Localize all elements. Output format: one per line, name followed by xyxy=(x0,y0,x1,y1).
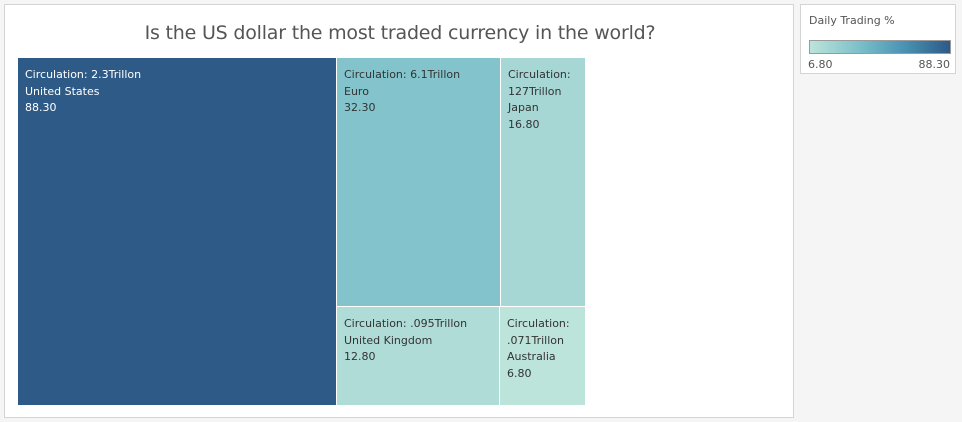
chart-title: Is the US dollar the most traded currenc… xyxy=(144,22,656,44)
circulation-label: .071Trillon xyxy=(507,333,564,347)
legend-color-ramp xyxy=(809,40,951,54)
circulation-label: Circulation: xyxy=(507,317,570,330)
treemap: Circulation: 2.3Trillon United States 88.3… xyxy=(18,58,586,406)
country-label: Australia xyxy=(507,350,556,363)
country-label: Japan xyxy=(508,101,539,114)
treemap-tile-united-states[interactable]: Circulation: 2.3Trillon United States 88.3… xyxy=(18,58,337,406)
value-label: 6.80 xyxy=(507,366,532,380)
treemap-tile-united-kingdom[interactable]: Circulation: .095Trillon United Kingdom 12… xyxy=(337,307,500,406)
circulation-label: Circulation: 2.3Trillon xyxy=(25,68,142,81)
country-label: Euro xyxy=(344,84,369,98)
tile-label: Circulation: 127Trillon Japan 16.80 xyxy=(508,67,571,133)
value-label: 16.80 xyxy=(508,117,540,131)
legend-title: Daily Trading % xyxy=(809,14,895,27)
tile-label: Circulation: .071Trillon Australia 6.80 xyxy=(507,316,570,382)
chart-panel: Is the US dollar the most traded currenc… xyxy=(4,4,794,418)
circulation-label: Circulation: 6.1Trillon xyxy=(344,68,461,81)
value-label: 12.80 xyxy=(344,350,376,363)
value-label: 88.30 xyxy=(25,101,57,114)
tile-label: Circulation: 6.1Trillon Euro 32.30 xyxy=(344,67,460,117)
legend-max-label: 88.30 xyxy=(918,58,951,71)
circulation-label: 127Trillon xyxy=(508,84,562,98)
legend-min-label: 6.80 xyxy=(808,58,833,71)
treemap-tile-australia[interactable]: Circulation: .071Trillon Australia 6.80 xyxy=(500,307,586,406)
value-label: 32.30 xyxy=(344,101,376,114)
circulation-label: Circulation: xyxy=(508,68,571,81)
treemap-tile-japan[interactable]: Circulation: 127Trillon Japan 16.80 xyxy=(501,58,586,307)
color-legend: Daily Trading % 6.80 88.30 xyxy=(800,4,956,74)
country-label: United Kingdom xyxy=(344,333,433,347)
tile-label: Circulation: 2.3Trillon United States 88.3… xyxy=(25,67,141,117)
country-label: United States xyxy=(25,84,100,98)
circulation-label: Circulation: .095Trillon xyxy=(344,317,468,330)
treemap-tile-euro[interactable]: Circulation: 6.1Trillon Euro 32.30 xyxy=(337,58,501,307)
tile-label: Circulation: .095Trillon United Kingdom 12… xyxy=(344,316,467,366)
